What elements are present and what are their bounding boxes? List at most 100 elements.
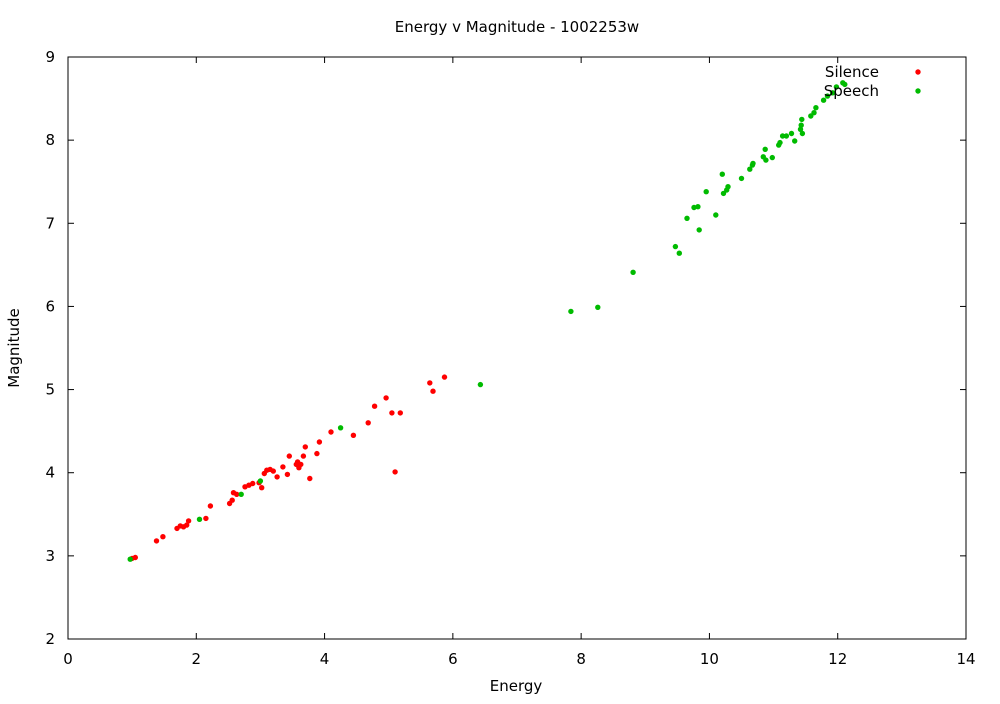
data-point-speech [750, 160, 756, 167]
data-point-speech [725, 184, 731, 190]
data-point-speech [720, 190, 727, 197]
x-tick-label: 10 [700, 650, 719, 668]
data-point-speech [719, 171, 725, 177]
data-point-speech [792, 138, 798, 144]
data-point-speech [696, 227, 702, 233]
data-point-silence [184, 522, 190, 528]
data-point-speech [703, 189, 709, 195]
data-point-silence [207, 503, 214, 509]
data-point-speech [695, 204, 701, 210]
data-point-silence [350, 432, 357, 438]
y-tick-label: 6 [45, 297, 55, 315]
legend-item-silence: Silence [825, 63, 921, 81]
data-point-speech [337, 425, 344, 431]
data-point-silence [441, 374, 448, 380]
data-point-silence [234, 491, 240, 497]
data-point-silence [229, 497, 235, 503]
data-point-speech [829, 90, 836, 96]
x-tick-label: 8 [576, 650, 586, 668]
data-point-speech [676, 250, 682, 256]
data-point-speech [783, 133, 790, 139]
data-point-speech [769, 154, 775, 161]
data-point-silence [259, 485, 265, 491]
y-tick-label: 9 [45, 48, 55, 66]
legend-label: Silence [825, 63, 879, 81]
data-point-speech [799, 116, 805, 123]
series-silence [129, 374, 448, 562]
data-point-speech [813, 105, 819, 111]
data-point-speech [798, 122, 804, 128]
y-tick-label: 4 [45, 464, 55, 482]
data-point-silence [274, 474, 280, 480]
data-point-speech [779, 133, 786, 139]
y-tick-label: 7 [45, 214, 55, 232]
data-point-speech [762, 146, 768, 152]
legend-item-speech: Speech [824, 82, 921, 100]
data-point-silence [286, 453, 292, 459]
data-point-speech [684, 215, 690, 221]
data-point-silence [389, 410, 395, 416]
data-point-speech [738, 175, 745, 182]
data-point-speech [799, 130, 806, 137]
data-point-speech [238, 491, 244, 497]
data-point-speech [630, 269, 636, 275]
y-tick-label: 5 [45, 381, 55, 399]
data-point-speech [811, 110, 817, 116]
data-point-silence [430, 388, 436, 394]
data-point-silence [307, 475, 313, 482]
data-point-silence [328, 429, 334, 435]
data-point-speech [763, 157, 769, 163]
y-tick-label: 8 [45, 131, 55, 149]
data-point-speech [747, 166, 753, 172]
data-point-speech [824, 93, 831, 99]
x-tick-label: 0 [63, 650, 73, 668]
data-point-silence [392, 469, 398, 475]
data-points [127, 80, 848, 562]
data-point-silence [132, 554, 138, 561]
data-point-silence [250, 480, 256, 487]
data-point-silence [316, 439, 323, 445]
data-point-silence [284, 471, 291, 478]
data-point-silence [397, 410, 403, 416]
data-point-silence [270, 468, 276, 474]
data-point-speech [833, 84, 840, 90]
series-speech [127, 80, 848, 562]
data-point-speech [568, 308, 574, 315]
y-axis-label: Magnitude [5, 308, 23, 387]
data-point-speech [257, 478, 264, 484]
data-point-speech [196, 516, 203, 522]
x-tick-label: 4 [320, 650, 330, 668]
data-point-silence [302, 444, 308, 450]
x-tick-label: 6 [448, 650, 458, 668]
legend-marker [915, 69, 921, 75]
data-point-silence [383, 395, 389, 401]
x-tick-label: 14 [956, 650, 975, 668]
data-point-silence [160, 534, 166, 540]
data-point-speech [595, 304, 601, 310]
chart-title: Energy v Magnitude - 1002253w [395, 18, 639, 36]
data-point-silence [427, 380, 433, 386]
data-point-speech [127, 556, 133, 562]
data-point-speech [797, 126, 804, 132]
data-point-speech [842, 81, 848, 88]
data-point-silence [365, 420, 371, 426]
data-point-speech [713, 212, 719, 218]
legend-label: Speech [824, 82, 879, 100]
x-axis-label: Energy [490, 677, 543, 695]
data-point-silence [298, 461, 304, 468]
data-point-silence [314, 450, 320, 457]
data-point-speech [777, 139, 783, 146]
y-tick-label: 2 [45, 630, 55, 648]
data-point-silence [203, 515, 209, 522]
x-tick-label: 2 [192, 650, 202, 668]
data-point-speech [672, 243, 679, 250]
plot-frame [67, 56, 967, 640]
data-point-silence [371, 403, 378, 409]
y-tick-label: 3 [45, 547, 55, 565]
data-point-silence [185, 518, 192, 524]
data-point-speech [788, 130, 795, 137]
